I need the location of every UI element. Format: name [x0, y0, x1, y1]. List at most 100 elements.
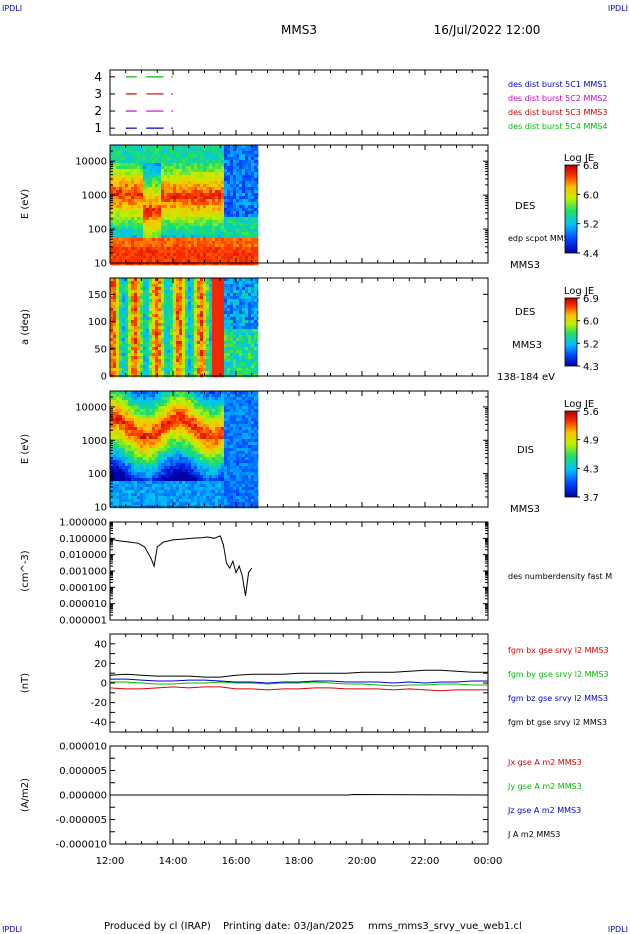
spectrogram-cell	[125, 253, 129, 257]
spectrogram-cell	[245, 241, 249, 245]
spectrogram-cell	[224, 160, 228, 164]
spectrogram-cell	[233, 326, 237, 330]
spectrogram-cell	[206, 241, 210, 245]
spectrogram-cell	[176, 178, 180, 182]
spectrogram-cell	[248, 362, 252, 366]
spectrogram-cell	[209, 184, 213, 188]
spectrogram-cell	[116, 196, 120, 200]
spectrogram-cell	[113, 353, 117, 357]
spectrogram-cell	[119, 247, 123, 251]
spectrogram-cell	[155, 281, 159, 285]
spectrogram-cell	[164, 256, 168, 260]
spectrogram-cell	[197, 365, 201, 369]
spectrogram-cell	[170, 226, 174, 230]
spectrogram-cell	[170, 502, 174, 506]
spectrogram-cell	[245, 344, 249, 348]
spectrogram-cell	[227, 157, 231, 161]
spectrogram-cell	[119, 347, 123, 351]
spectrogram-cell	[158, 403, 162, 407]
spectrogram-cell	[125, 229, 129, 233]
spectrogram-cell	[230, 187, 234, 191]
spectrogram-cell	[233, 241, 237, 245]
spectrogram-cell	[200, 187, 204, 191]
spectrogram-cell	[173, 166, 177, 170]
spectrogram-cell	[242, 250, 246, 254]
spectrogram-cell	[212, 181, 216, 185]
spectrogram-cell	[176, 238, 180, 242]
spectrogram-cell	[116, 154, 120, 158]
spectrogram-cell	[248, 169, 252, 173]
spectrogram-cell	[152, 484, 156, 488]
spectrogram-cell	[185, 347, 189, 351]
spectrogram-cell	[203, 229, 207, 233]
spectrogram-cell	[167, 347, 171, 351]
spectrogram-cell	[122, 199, 126, 203]
spectrogram-cell	[173, 187, 177, 191]
spectrogram-cell	[161, 256, 165, 260]
spectrogram-cell	[125, 335, 129, 339]
spectrogram-cell	[179, 442, 183, 446]
spectrogram-cell	[185, 406, 189, 410]
spectrogram-cell	[173, 287, 177, 291]
spectrogram-cell	[170, 308, 174, 312]
spectrogram-cell	[116, 220, 120, 224]
spectrogram-cell	[134, 466, 138, 470]
spectrogram-cell	[188, 332, 192, 336]
spectrogram-cell	[191, 226, 195, 230]
spectrogram-cell	[140, 463, 144, 467]
spectrogram-cell	[164, 311, 168, 315]
spectrogram-cell	[131, 184, 135, 188]
spectrogram-cell	[119, 145, 123, 149]
spectrogram-cell	[218, 202, 222, 206]
spectrogram-cell	[185, 436, 189, 440]
spectrogram-cell	[122, 397, 126, 401]
spectrogram-cell	[188, 496, 192, 500]
spectrogram-cell	[173, 148, 177, 152]
spectrogram-cell	[179, 211, 183, 215]
spectrogram-cell	[239, 311, 243, 315]
spectrogram-cell	[215, 359, 219, 363]
spectrogram-cell	[140, 184, 144, 188]
spectrogram-cell	[119, 178, 123, 182]
spectrogram-cell	[182, 287, 186, 291]
spectrogram-cell	[242, 326, 246, 330]
spectrogram-cell	[176, 415, 180, 419]
spectrogram-cell	[137, 184, 141, 188]
des-pitch-ylabel: a (deg)	[20, 309, 31, 345]
spectrogram-cell	[191, 154, 195, 158]
spectrogram-cell	[191, 332, 195, 336]
spectrogram-cell	[164, 338, 168, 342]
spectrogram-cell	[224, 190, 228, 194]
spectrogram-cell	[119, 238, 123, 242]
spectrogram-cell	[203, 299, 207, 303]
spectrogram-cell	[251, 287, 255, 291]
spectrogram-cell	[212, 371, 216, 375]
spectrogram-cell	[170, 469, 174, 473]
spectrogram-cell	[251, 166, 255, 170]
spectrogram-cell	[164, 350, 168, 354]
spectrogram-cell	[113, 394, 117, 398]
spectrogram-cell	[128, 208, 132, 212]
spectrogram-cell	[110, 478, 114, 482]
spectrogram-cell	[116, 160, 120, 164]
spectrogram-cell	[188, 344, 192, 348]
spectrogram-cell	[257, 220, 259, 224]
spectrogram-cell	[122, 148, 126, 152]
des-energy-sc-label: MMS3	[510, 260, 540, 271]
spectrogram-cell	[257, 320, 259, 324]
spectrogram-cell	[239, 169, 243, 173]
spectrogram-cell	[236, 160, 240, 164]
spectrogram-cell	[146, 211, 150, 215]
spectrogram-cell	[125, 430, 129, 434]
spectrogram-cell	[248, 226, 252, 230]
spectrogram-cell	[257, 332, 259, 336]
spectrogram-cell	[137, 418, 141, 422]
spectrogram-cell	[122, 256, 126, 260]
spectrogram-cell	[116, 205, 120, 209]
spectrogram-cell	[182, 475, 186, 479]
spectrogram-cell	[155, 247, 159, 251]
spectrogram-cell	[170, 326, 174, 330]
spectrogram-cell	[212, 148, 216, 152]
spectrogram-cell	[254, 205, 258, 209]
spectrogram-cell	[185, 217, 189, 221]
